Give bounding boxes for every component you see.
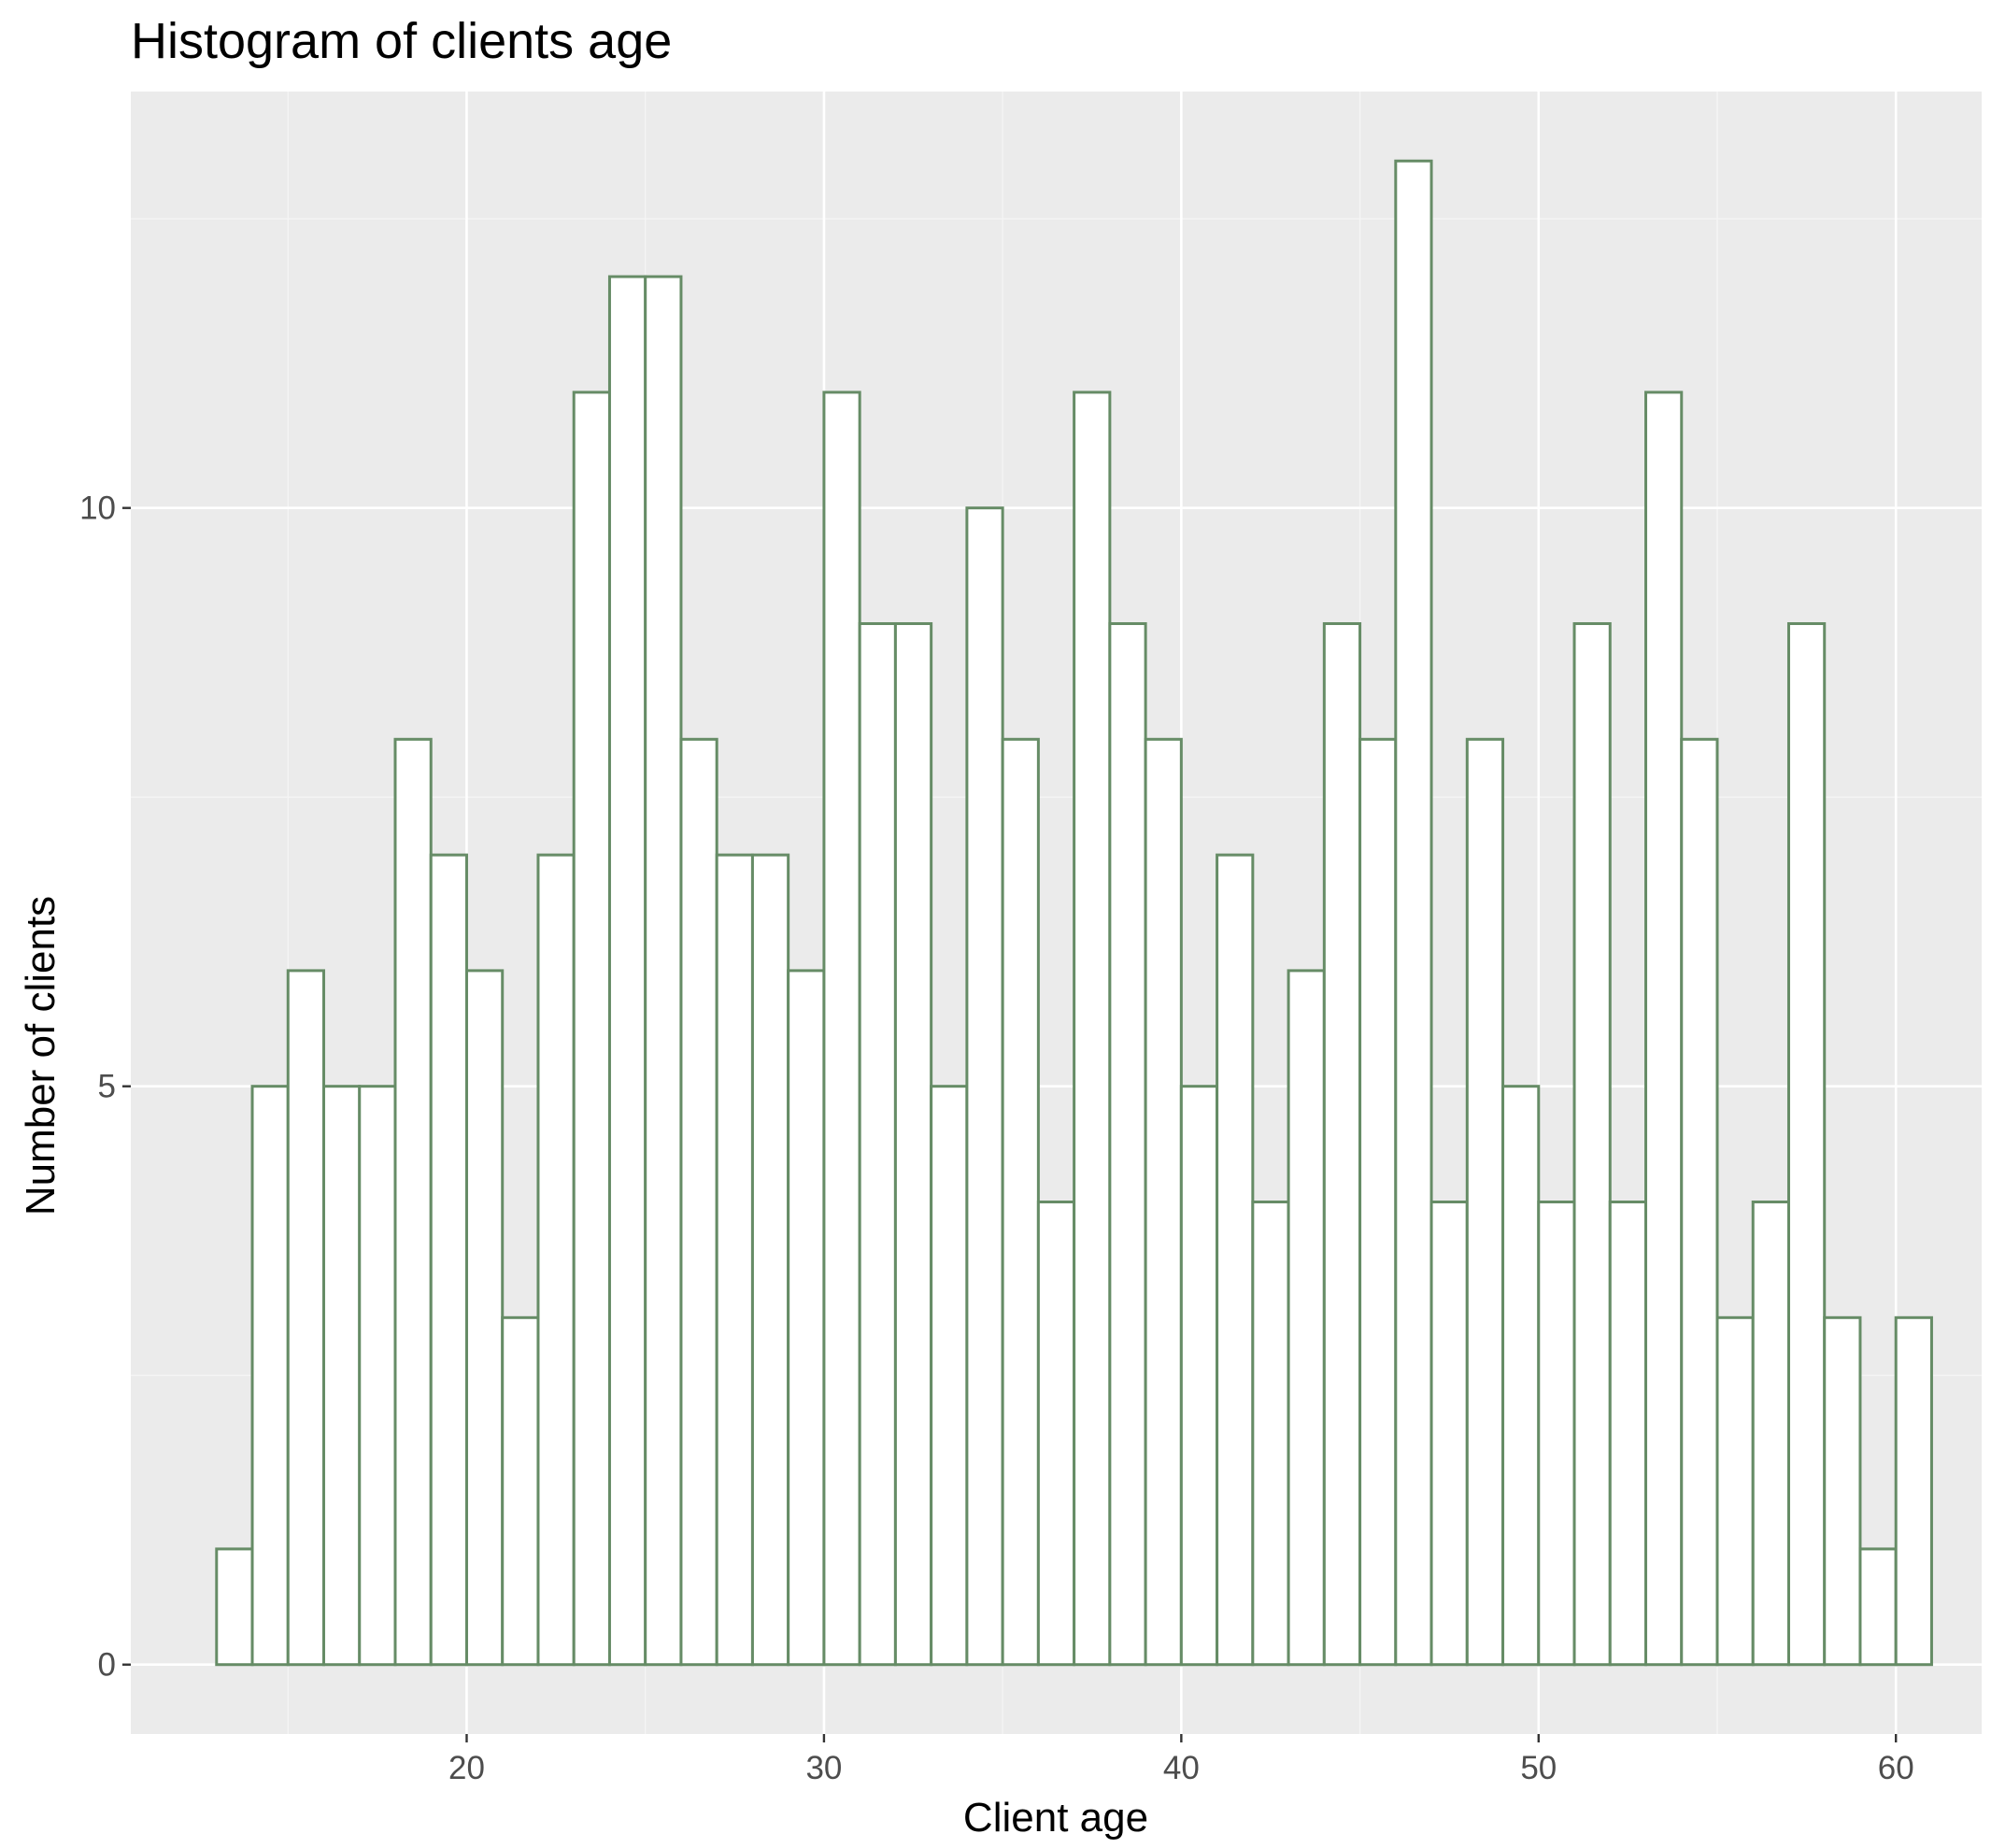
histogram-bar bbox=[930, 1085, 969, 1667]
y-axis-title: Number of clients bbox=[18, 896, 64, 1215]
histogram-bar bbox=[1108, 621, 1147, 1667]
x-tick-label: 50 bbox=[1520, 1750, 1557, 1786]
histogram-bar bbox=[1251, 1201, 1290, 1667]
histogram-bar bbox=[572, 391, 611, 1667]
histogram-bar bbox=[1036, 1201, 1076, 1667]
histogram-bar bbox=[358, 1085, 397, 1667]
y-axis: 0 5 10 bbox=[79, 490, 131, 1684]
histogram-bar bbox=[1501, 1085, 1541, 1667]
histogram-bar bbox=[215, 1547, 254, 1667]
histogram-bar bbox=[464, 969, 505, 1667]
histogram-bar bbox=[250, 1085, 290, 1667]
histogram-bar bbox=[1751, 1201, 1790, 1667]
histogram-bar bbox=[429, 853, 468, 1667]
histogram-bar bbox=[501, 1315, 540, 1667]
histogram-bar bbox=[1429, 1201, 1469, 1667]
histogram-bar bbox=[286, 969, 326, 1667]
histogram-bar bbox=[536, 853, 576, 1667]
histogram-bar bbox=[858, 621, 897, 1667]
histogram-bar bbox=[1216, 853, 1255, 1667]
histogram-bar bbox=[1715, 1315, 1755, 1667]
histogram-bar bbox=[715, 853, 754, 1667]
histogram-bar bbox=[1465, 737, 1505, 1667]
chart-title: Histogram of clients age bbox=[131, 13, 672, 69]
histogram-bar bbox=[1572, 621, 1612, 1667]
histogram-bar bbox=[893, 621, 933, 1667]
histogram-bar bbox=[822, 391, 861, 1667]
y-tick-label: 5 bbox=[98, 1069, 116, 1105]
histogram-bar bbox=[1073, 391, 1112, 1667]
x-tick-label: 30 bbox=[805, 1750, 842, 1786]
y-tick-label: 10 bbox=[79, 490, 116, 527]
histogram-bar bbox=[679, 737, 718, 1667]
histogram-bar bbox=[393, 737, 433, 1667]
x-axis: 20 30 40 50 60 bbox=[448, 1734, 1914, 1786]
histogram-bar bbox=[965, 506, 1004, 1667]
histogram-bar bbox=[1322, 621, 1362, 1667]
histogram-bar bbox=[787, 969, 826, 1667]
histogram-bar bbox=[1644, 391, 1684, 1667]
histogram-bar bbox=[1537, 1201, 1576, 1667]
histogram-bar bbox=[644, 275, 683, 1667]
histogram-bar bbox=[1858, 1547, 1898, 1667]
histogram-bar bbox=[1394, 159, 1433, 1667]
histogram-bar bbox=[1823, 1315, 1862, 1667]
histogram-bar bbox=[1179, 1085, 1219, 1667]
histogram-bar bbox=[1001, 737, 1040, 1667]
histogram-bar bbox=[1894, 1315, 1933, 1667]
histogram-bar bbox=[1358, 737, 1398, 1667]
histogram-bar bbox=[607, 275, 647, 1667]
histogram-bar bbox=[1287, 969, 1326, 1667]
x-tick-label: 20 bbox=[448, 1750, 485, 1786]
y-tick-label: 0 bbox=[98, 1647, 116, 1684]
histogram-bar bbox=[750, 853, 790, 1667]
histogram-bar bbox=[322, 1085, 362, 1667]
x-tick-label: 40 bbox=[1163, 1750, 1200, 1786]
histogram-bars bbox=[215, 159, 1933, 1667]
histogram-bar bbox=[1144, 737, 1183, 1667]
x-axis-title: Client age bbox=[963, 1795, 1148, 1841]
histogram-bar bbox=[1608, 1201, 1648, 1667]
x-tick-label: 60 bbox=[1878, 1750, 1914, 1786]
histogram-bar bbox=[1786, 621, 1827, 1667]
histogram-bar bbox=[1680, 737, 1719, 1667]
